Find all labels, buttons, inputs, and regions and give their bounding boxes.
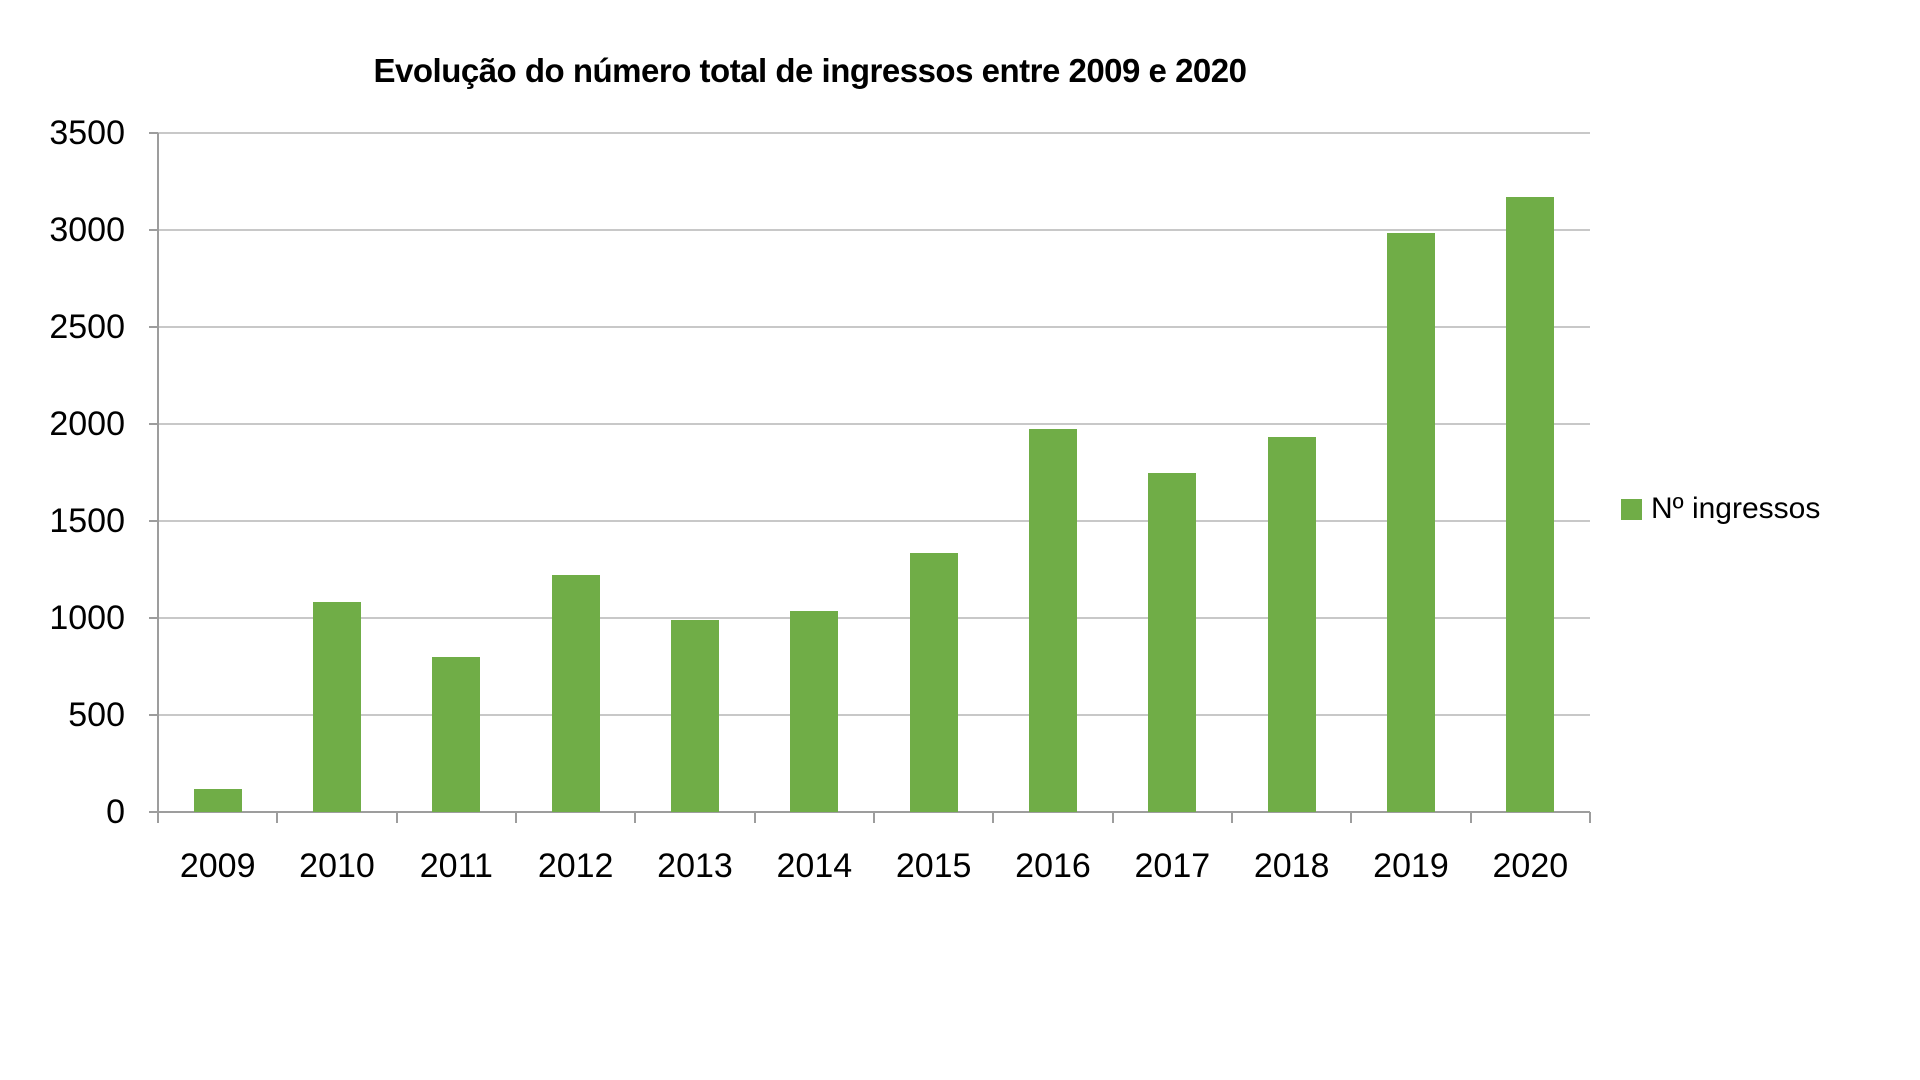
x-axis-label-2013: 2013: [657, 847, 733, 885]
legend-swatch-icon: [1621, 498, 1642, 520]
y-axis-label-2000: 2000: [49, 405, 125, 443]
y-axis-label-3500: 3500: [49, 114, 125, 152]
gridline-3500: [158, 132, 1590, 134]
x-axis-tick-4: [634, 812, 637, 823]
x-axis-tick-2: [395, 812, 398, 823]
y-axis-label-1000: 1000: [49, 599, 125, 637]
bar-2010: [313, 601, 361, 812]
gridline-2000: [158, 423, 1590, 425]
x-axis-label-2018: 2018: [1253, 847, 1330, 885]
x-axis-tick-10: [1350, 812, 1353, 823]
x-axis-tick-7: [992, 812, 995, 823]
x-axis-label-2011: 2011: [419, 847, 493, 885]
y-axis-line: [157, 133, 159, 813]
x-axis-tick-3: [515, 812, 517, 823]
x-axis-label-2017: 2017: [1134, 847, 1211, 885]
bar-2009: [193, 788, 242, 812]
y-axis-label-3000: 3000: [49, 211, 125, 249]
gridline-2500: [158, 326, 1590, 328]
x-axis-label-2009: 2009: [179, 847, 256, 885]
chart-title: Evolução do número total de ingressos en…: [373, 52, 1248, 89]
bar-2015: [909, 553, 958, 812]
legend: Nº ingressos: [1621, 492, 1820, 526]
bar-2017: [1148, 472, 1197, 812]
x-axis-label-2016: 2016: [1015, 847, 1091, 885]
x-axis-label-2019: 2019: [1373, 847, 1449, 885]
x-axis-tick-12: [1589, 812, 1591, 823]
x-axis-tick-8: [1111, 812, 1114, 823]
y-axis-label-0: 0: [106, 793, 125, 831]
plot-area: 0 500 1000 1500 2000 2500 3000 3500 2009 2010 2011…: [49, 114, 1591, 885]
y-axis-label-1500: 1500: [49, 502, 125, 540]
bar-2020: [1506, 197, 1555, 812]
legend-label: Nº ingressos: [1651, 492, 1821, 525]
bar-2019: [1387, 232, 1435, 812]
gridline-1500: [158, 520, 1590, 522]
bar-2012: [551, 575, 600, 812]
x-axis-label-2014: 2014: [776, 847, 853, 885]
y-axis-tick-500: [149, 714, 158, 716]
y-axis-label-500: 500: [68, 696, 125, 734]
bar-2018: [1267, 436, 1316, 812]
y-axis-tick-3500: [149, 132, 158, 134]
x-axis-label-2010: 2010: [299, 847, 375, 885]
gridline-500: [158, 714, 1590, 716]
x-axis-tick-5: [753, 812, 756, 823]
y-axis-tick-2000: [149, 423, 158, 425]
bar-2016: [1029, 428, 1077, 812]
x-axis-tick-1: [276, 812, 279, 823]
gridline-3000: [158, 229, 1590, 231]
y-axis-label-2500: 2500: [49, 308, 125, 346]
x-axis-label-2012: 2012: [537, 847, 614, 885]
y-axis-tick-1000: [149, 617, 158, 619]
x-axis-label-2015: 2015: [895, 847, 972, 885]
x-axis-label-2020: 2020: [1492, 847, 1569, 885]
bar-2011: [432, 656, 481, 812]
x-axis-tick-9: [1231, 812, 1233, 823]
x-axis-line: [149, 811, 1590, 813]
y-axis-tick-3000: [149, 229, 158, 231]
y-axis-tick-2500: [149, 326, 158, 328]
x-axis-tick-0: [157, 812, 159, 823]
bar-2014: [790, 611, 839, 812]
x-axis-tick-11: [1469, 812, 1472, 823]
x-axis-tick-6: [873, 812, 875, 823]
y-axis-tick-1500: [149, 520, 158, 522]
bar-2013: [671, 619, 719, 812]
gridline-1000: [158, 617, 1590, 619]
